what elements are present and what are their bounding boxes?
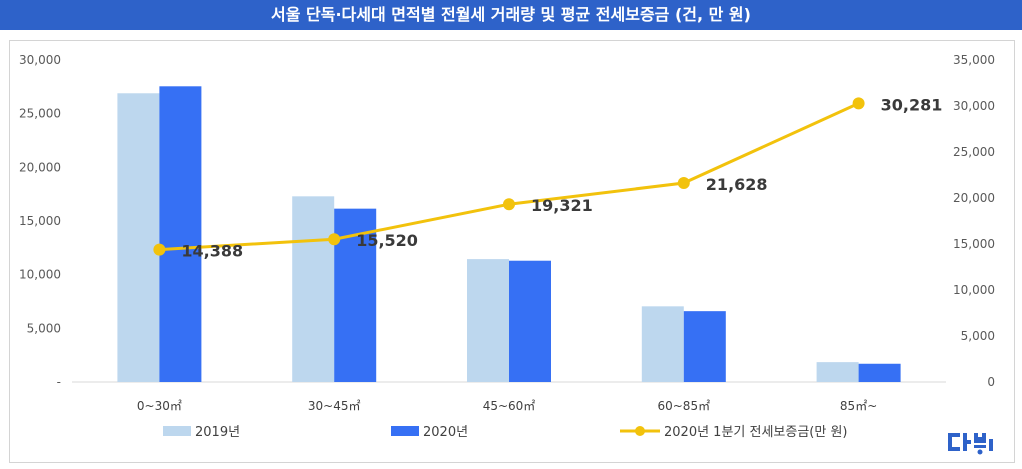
- left-tick-label: 25,000: [19, 107, 61, 121]
- legend-label-line: 2020년 1분기 전세보증금(만 원): [664, 425, 848, 440]
- bar-2019: [467, 259, 509, 382]
- legend-swatch-2020: [391, 426, 419, 436]
- line-data-label: 30,281: [881, 95, 943, 114]
- right-tick-label: 25,000: [953, 145, 995, 159]
- legend-label-2019: 2019년: [195, 425, 240, 440]
- legend-label-2020: 2020년: [423, 425, 468, 440]
- dabang-logo: [946, 429, 1008, 459]
- x-tick-label: 85㎡~: [840, 399, 877, 413]
- chart-frame: [9, 40, 1015, 463]
- chart-title: 서울 단독·다세대 면적별 전월세 거래량 및 평균 전세보증금 (건, 만 원…: [0, 0, 1022, 30]
- bar-2019: [641, 306, 684, 382]
- line-point: [852, 97, 865, 110]
- right-tick-label: 0: [987, 375, 995, 389]
- right-tick-label: 10,000: [953, 283, 995, 297]
- legend-line-marker: [635, 426, 645, 436]
- line-data-label: 21,628: [706, 175, 768, 194]
- line-point: [328, 233, 341, 246]
- x-tick-label: 30~45㎡: [308, 399, 361, 413]
- x-tick-label: 60~85㎡: [657, 399, 710, 413]
- bar-2019: [292, 196, 335, 382]
- left-tick-label: 30,000: [19, 53, 61, 67]
- left-tick-label: 15,000: [19, 214, 61, 228]
- left-tick-label: 10,000: [19, 268, 61, 282]
- bar-2019: [816, 362, 859, 382]
- right-tick-label: 35,000: [953, 53, 995, 67]
- bar-2020: [159, 86, 202, 383]
- line-data-label: 19,321: [531, 196, 593, 215]
- bar-2020: [683, 311, 726, 382]
- line-data-label: 15,520: [356, 231, 418, 250]
- right-tick-label: 5,000: [961, 329, 995, 343]
- bar-2019: [117, 93, 160, 383]
- right-tick-label: 15,000: [953, 237, 995, 251]
- bar-2020: [858, 363, 901, 382]
- x-tick-label: 45~60㎡: [483, 399, 536, 413]
- line-data-label: 14,388: [181, 242, 243, 261]
- left-tick-label: 20,000: [19, 160, 61, 174]
- right-tick-label: 30,000: [953, 99, 995, 113]
- right-tick-label: 20,000: [953, 191, 995, 205]
- line-point: [503, 198, 515, 211]
- line-point: [153, 243, 166, 256]
- left-tick-label: 5,000: [27, 321, 61, 335]
- legend-swatch-2019: [163, 426, 191, 436]
- bar-2020: [509, 260, 551, 382]
- dabang-logo-mark: [948, 433, 993, 455]
- left-tick-label: -: [57, 375, 61, 389]
- x-tick-label: 0~30㎡: [137, 399, 182, 413]
- line-point: [677, 177, 690, 190]
